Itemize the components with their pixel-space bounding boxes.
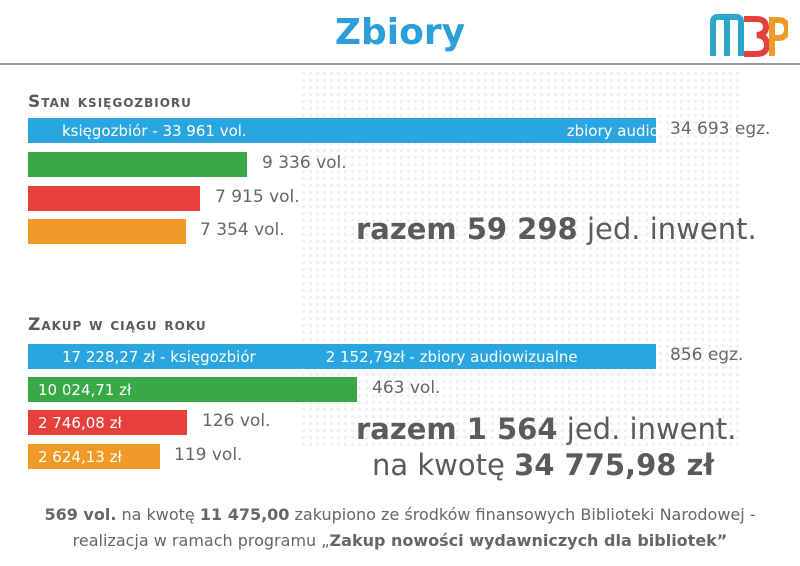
text-run: 34 775,98 zł [514, 448, 715, 482]
text-run: realizacja w ramach programu „ [72, 531, 330, 550]
bar [28, 219, 186, 244]
text-run: razem 59 298 [356, 212, 578, 246]
side-label: 7 915 vol. [215, 187, 300, 207]
text-run: 569 vol. [44, 505, 117, 524]
text-run: na kwotę [116, 505, 200, 524]
total: na kwotę 34 775,98 zł [372, 448, 714, 482]
text-run: Zakup nowości wydawniczych dla bibliotek… [329, 531, 728, 550]
bar: księgozbiór - 33 961 vol. zbiory audiowiz… [28, 118, 800, 143]
side-label: 9 336 vol. [262, 153, 347, 173]
footer-line: realizacja w ramach programu „Zakup nowo… [0, 531, 800, 550]
side-label: 463 vol. [372, 378, 441, 398]
bar-label: 17 228,27 zł - księgozbiór [62, 347, 256, 366]
section-title: Stan księgozbioru [28, 92, 192, 112]
text-run: jed. inwent. [557, 412, 737, 446]
side-label: 119 vol. [174, 445, 243, 465]
text-run: razem 1 564 [356, 412, 558, 446]
text-run: na kwotę [372, 448, 515, 482]
bar [28, 186, 200, 211]
title: Zbiory [334, 12, 466, 53]
side-label: 7 354 vol. [200, 220, 285, 240]
bar-label: 2 746,08 zł [38, 413, 122, 432]
footer-line: 569 vol. na kwotę 11 475,00 zakupiono ze… [0, 505, 800, 524]
bar-label: księgozbiór - 33 961 vol. [62, 121, 247, 140]
text-run: zakupiono ze środków finansowych Bibliot… [289, 505, 756, 524]
text-run: 11 475,00 [199, 505, 290, 524]
text-run: jed. inwent. [577, 212, 757, 246]
bar: 17 228,27 zł - księgozbiór 2 152,79zł - z… [28, 344, 656, 369]
bar: 10 024,71 zł [28, 377, 357, 402]
bar: 2 746,08 zł [28, 410, 187, 435]
bar-label: 2 624,13 zł [38, 447, 122, 466]
bar-label: 10 024,71 zł [38, 380, 132, 399]
bar [28, 152, 247, 177]
total: razem 59 298 jed. inwent. [356, 212, 757, 246]
divider [0, 63, 800, 65]
bar: 2 624,13 zł [28, 444, 160, 469]
logo [710, 14, 788, 57]
side-label: 34 693 egz. [670, 119, 771, 139]
bar-label: zbiory audiowizualne - 732 egz. [566, 121, 800, 140]
bar-label: 2 152,79zł - zbiory audiowizualne [325, 347, 578, 366]
side-label: 856 egz. [670, 345, 744, 365]
side-label: 126 vol. [202, 411, 271, 431]
section-title: Zakup w ciągu roku [28, 315, 207, 335]
total: razem 1 564 jed. inwent. [356, 412, 736, 446]
